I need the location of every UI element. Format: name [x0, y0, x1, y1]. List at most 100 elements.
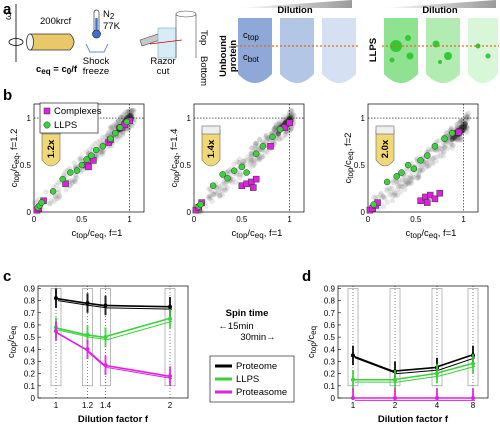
proteome-point: [454, 136, 461, 143]
llps-point: [398, 169, 405, 176]
y-tick-label: 0.1: [324, 382, 336, 391]
x-tick-label: 0.5: [76, 215, 88, 224]
proteome-point: [402, 186, 408, 192]
panel-a: a ω 200krcf ceq = c0/f N2 77K Shock freez…: [3, 0, 499, 86]
proteome-point: [284, 129, 291, 135]
proteome-point: [453, 134, 459, 140]
series-line: [57, 320, 173, 341]
proteome-point: [459, 118, 465, 125]
proteome-point: [413, 171, 419, 177]
panel-b-legend: Complexes LLPS: [39, 102, 102, 134]
proteome-point: [256, 156, 262, 162]
proteome-point: [242, 157, 248, 163]
panel-letter-b: b: [3, 87, 12, 104]
proteome-point-dense: [459, 124, 465, 130]
proteome-point: [217, 193, 223, 199]
proteome-point: [230, 176, 236, 182]
proteome-point: [276, 119, 282, 125]
rotation-ellipse-icon: [8, 38, 24, 46]
line-plot-d: 0 0.1 0.2 0.3 0.4 0.5 0.6 0.7 0.8 0.9 1 2 4 8 ctop/ceq…: [306, 284, 489, 425]
proteome-point: [72, 179, 78, 185]
proteome-point: [121, 112, 127, 118]
proteome-point: [252, 160, 258, 166]
proteome-point: [56, 192, 62, 199]
proteome-point: [260, 153, 266, 159]
proteome-point: [98, 149, 104, 156]
proteome-point: [124, 127, 130, 133]
proteome-point: [73, 175, 80, 181]
proteome-point: [55, 195, 61, 201]
proteome-point: [109, 125, 115, 131]
llps-point: [252, 150, 260, 158]
llps-point: [383, 178, 391, 186]
proteome-point: [419, 167, 425, 173]
y-tick-label: 0.5: [354, 161, 366, 170]
factor-label: 1.2x: [46, 139, 57, 158]
proteome-point: [221, 180, 227, 186]
proteome-point: [206, 193, 213, 199]
proteome-point: [426, 162, 432, 169]
complex-point: [62, 180, 69, 188]
proteome-point: [270, 138, 276, 145]
spin-15min: ←15min: [218, 321, 253, 332]
proteome-point: [233, 179, 239, 185]
x-tick-label: 1: [461, 215, 466, 224]
llps-point: [393, 173, 400, 180]
proteome-point: [98, 149, 104, 155]
proteome-point: [384, 187, 390, 194]
proteome-point: [441, 149, 447, 155]
proteome-point: [389, 185, 395, 191]
proteome-point: [207, 195, 213, 202]
proteome-point: [450, 142, 456, 149]
proteome-point: [217, 185, 224, 192]
y-tick-label: 0: [187, 208, 192, 217]
series-point: [54, 296, 58, 301]
blue-tube-light: [322, 18, 356, 83]
proteome-point: [214, 190, 220, 196]
proteome-point: [431, 154, 438, 160]
proteome-point: [206, 195, 212, 201]
legend-complexes-marker: [43, 107, 51, 115]
proteome-point: [439, 146, 445, 152]
series-point: [168, 316, 172, 321]
proteome-point: [285, 113, 291, 119]
dilution-label-2: Dilution: [422, 5, 458, 16]
proteome-point: [458, 117, 464, 123]
proteome-point: [452, 136, 458, 143]
proteome-point-dense: [459, 124, 465, 130]
proteome-point-dense: [449, 136, 455, 142]
proteome-point: [449, 145, 455, 151]
proteome-point-dense: [287, 115, 293, 121]
series-point: [393, 377, 397, 382]
x-tick-label: 1.2: [82, 401, 94, 410]
llps-point: [92, 146, 100, 154]
proteome-point: [384, 199, 390, 205]
proteome-point: [282, 132, 288, 139]
proteome-point: [69, 180, 75, 187]
proteome-point: [289, 107, 295, 114]
proteome-point: [447, 137, 453, 144]
y-tick-label: 0.4: [324, 345, 336, 354]
proteome-point: [393, 190, 399, 196]
proteome-point: [424, 160, 430, 166]
proteome-point: [71, 160, 77, 166]
proteome-point: [461, 122, 467, 128]
proteome-point: [444, 145, 451, 152]
proteome-point: [53, 193, 59, 199]
proteome-point: [417, 168, 423, 174]
proteome-point: [257, 136, 263, 142]
proteome-point: [276, 136, 282, 142]
proteome-point: [463, 123, 470, 129]
proteome-point: [417, 167, 423, 173]
proteome-point: [414, 175, 420, 181]
proteome-point: [406, 175, 412, 182]
scatter-plot-2: 00 0.5 0.5 1 1 1.4x ctop/ceq, f=1.4 ctop/ceq, f…: [169, 103, 305, 240]
proteome-point: [270, 138, 276, 145]
cbot-label: cbot: [243, 52, 260, 64]
proteome-point: [131, 107, 137, 114]
proteome-point: [377, 192, 384, 198]
proteome-point: [256, 155, 262, 161]
proteome-point: [117, 114, 124, 121]
